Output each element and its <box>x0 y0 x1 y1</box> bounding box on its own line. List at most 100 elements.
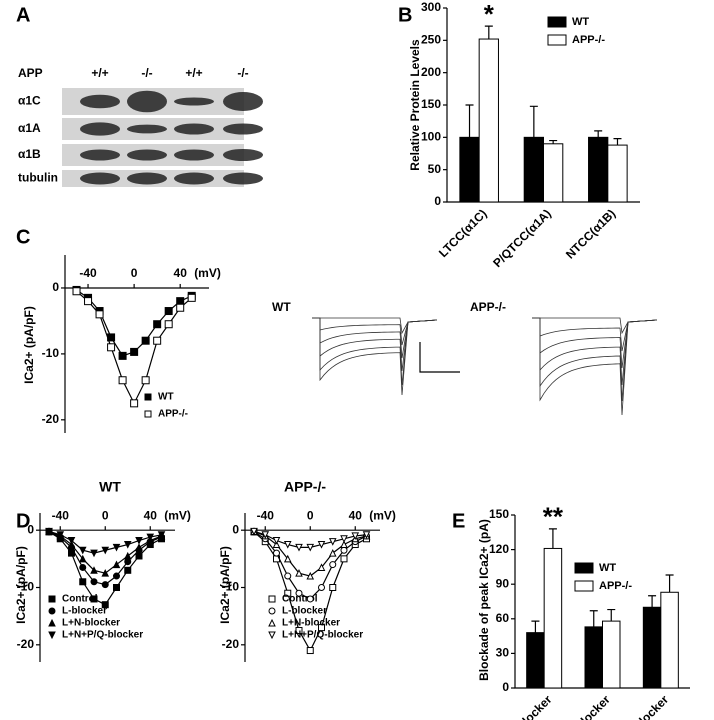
marker <box>45 527 53 536</box>
marker <box>329 561 337 569</box>
marker <box>90 595 98 603</box>
panel-letter: A <box>16 4 30 26</box>
blot-band <box>174 97 214 106</box>
legend-swatch <box>547 34 567 46</box>
marker <box>130 399 139 408</box>
bar <box>660 591 679 689</box>
bar <box>526 632 545 689</box>
marker <box>101 546 110 555</box>
bar <box>588 136 609 203</box>
y-tick-label: -10 <box>17 580 35 594</box>
blot-band <box>127 124 167 134</box>
marker <box>328 548 337 557</box>
y-axis-label: Blockade of peak ICa2+ (pA) <box>477 519 491 681</box>
y-tick-label: 200 <box>421 65 441 79</box>
marker <box>272 537 281 545</box>
y-tick-label: 150 <box>421 97 441 111</box>
marker <box>141 336 150 345</box>
y-tick-label: -20 <box>17 637 35 651</box>
marker <box>164 320 173 329</box>
legend-label: L+N+P/Q-blocker <box>282 630 363 641</box>
error-bar <box>548 528 557 549</box>
blot-band <box>80 172 120 185</box>
marker <box>118 351 127 360</box>
error-bar <box>531 620 540 633</box>
marker <box>79 563 87 571</box>
marker <box>329 584 337 591</box>
marker <box>268 595 276 603</box>
marker <box>284 572 292 580</box>
current-trace <box>312 317 438 386</box>
legend-label: L+N+P/Q-blocker <box>62 630 143 641</box>
marker <box>318 584 325 591</box>
marker <box>90 549 98 558</box>
legend-label: APP-/- <box>572 34 605 46</box>
bar <box>584 626 603 689</box>
x-tick-label: 40 <box>144 508 158 522</box>
y-tick-label: 90 <box>496 576 510 590</box>
x-tick-label: 0 <box>307 508 314 522</box>
x-tick-label: -40 <box>52 508 70 522</box>
lane-label: +/+ <box>185 66 202 80</box>
marker <box>362 531 371 539</box>
legend-swatch <box>574 562 594 574</box>
error-bar <box>613 138 622 146</box>
blot-band <box>174 172 214 185</box>
legend-label: L-blocker <box>62 606 107 617</box>
x-tick-label: P/QTCC(α1A) <box>490 206 554 270</box>
marker <box>328 538 337 546</box>
trace-label: APP-/- <box>470 300 506 314</box>
marker <box>84 297 93 306</box>
marker <box>317 541 326 549</box>
y-axis-label: ICa2+ (pA/pF) <box>14 546 28 624</box>
marker <box>273 549 280 557</box>
bar <box>478 38 499 203</box>
marker <box>101 601 109 609</box>
x-tick-label: 40 <box>349 508 363 522</box>
lane-label: -/- <box>141 66 152 80</box>
blot-band <box>174 149 214 161</box>
legend-label: Control <box>62 594 98 605</box>
marker <box>123 551 132 560</box>
blot-band <box>127 90 167 113</box>
marker <box>144 410 152 418</box>
blot-row-label: APP <box>18 66 43 80</box>
blot-label: α1B <box>18 147 41 161</box>
y-tick-label: 0 <box>232 522 239 536</box>
marker <box>135 543 143 551</box>
marker <box>123 541 132 549</box>
x-tick-label: LTCC(α1C) <box>436 206 490 260</box>
current-trace <box>312 317 438 346</box>
y-axis-label: ICa2+ (pA/pF) <box>218 546 232 624</box>
y-tick-label: 30 <box>496 646 510 660</box>
legend-label: L+N-blocker <box>282 618 340 629</box>
marker <box>107 343 116 352</box>
error-bar <box>665 574 674 593</box>
blot-band <box>223 123 263 135</box>
marker <box>90 566 98 574</box>
marker <box>306 571 315 580</box>
current-trace <box>312 317 438 335</box>
panel-letter: D <box>16 510 30 532</box>
marker <box>153 336 162 345</box>
x-axis-label: (mV) <box>164 508 191 522</box>
marker <box>306 647 314 655</box>
x-tick-label: NTCC(α1B) <box>563 206 618 261</box>
marker <box>144 393 152 401</box>
marker <box>146 533 155 542</box>
y-tick-label: -10 <box>42 346 60 360</box>
y-tick-label: 0 <box>434 194 441 208</box>
marker <box>78 554 87 563</box>
panel-letter: B <box>398 4 412 26</box>
y-tick-label: 50 <box>428 162 442 176</box>
legend-label: APP-/- <box>599 580 632 592</box>
x-axis-label: (mV) <box>194 266 221 280</box>
current-trace <box>312 317 438 396</box>
marker <box>130 347 139 356</box>
x-axis-label: (mV) <box>369 508 396 522</box>
bar <box>602 620 621 689</box>
lane-label: -/- <box>237 66 248 80</box>
marker <box>295 569 303 577</box>
blot-band <box>223 92 263 111</box>
